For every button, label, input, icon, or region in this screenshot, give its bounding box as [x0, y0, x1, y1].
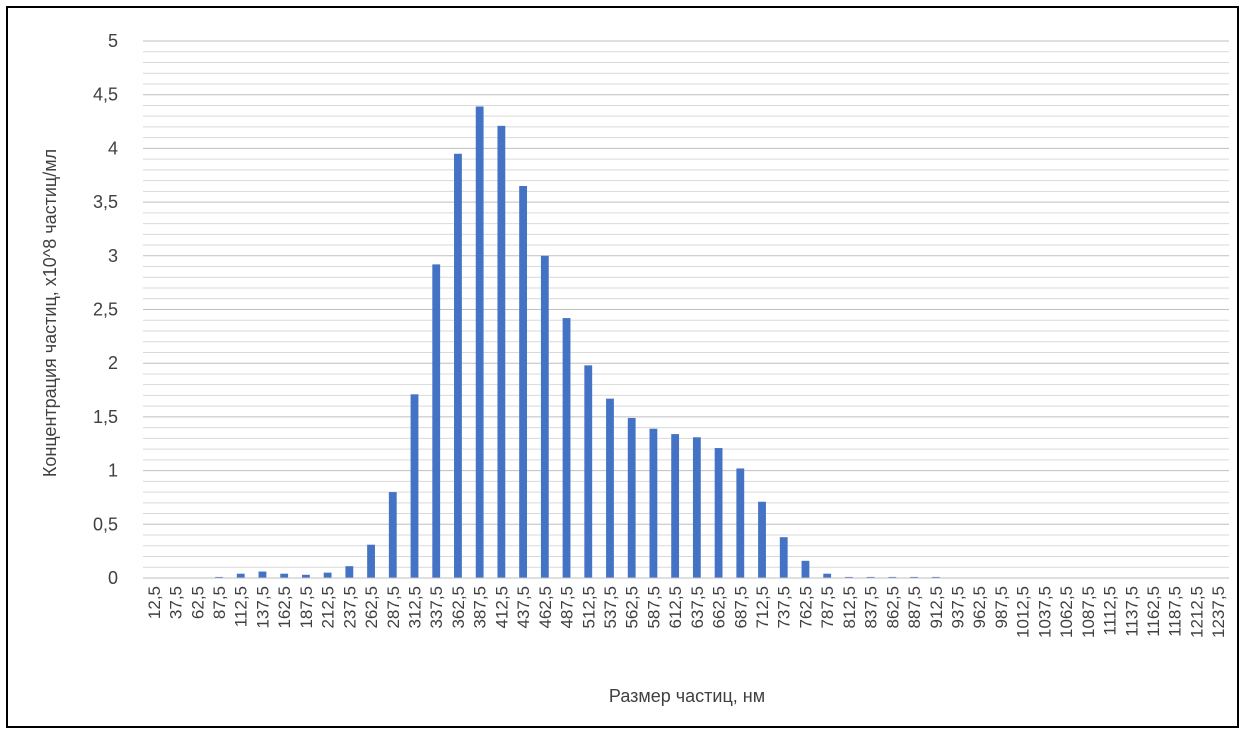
x-tick-label: 137,5: [253, 586, 272, 629]
x-tick-label: 712,5: [753, 586, 772, 629]
bar: [671, 434, 679, 578]
x-tick-label: 937,5: [949, 586, 968, 629]
x-tick-label: 512,5: [579, 586, 598, 629]
x-tick-label: 37,5: [167, 586, 186, 619]
bar: [802, 561, 810, 578]
bar: [606, 399, 614, 578]
x-tick-label: 562,5: [623, 586, 642, 629]
bar: [411, 394, 419, 578]
bar: [259, 572, 267, 578]
x-tick-label: 62,5: [188, 586, 207, 619]
x-tick-label: 912,5: [927, 586, 946, 629]
x-tick-label: 1162,5: [1144, 586, 1163, 637]
x-tick-label: 462,5: [536, 586, 555, 629]
bar: [758, 502, 766, 578]
y-tick-label: 0: [108, 568, 118, 588]
bar: [736, 468, 744, 578]
bar-chart: 00,511,522,533,544,55 12,5 37,5 62,5 87,5 11…: [8, 8, 1237, 726]
bar: [780, 537, 788, 578]
x-tick-label: 662,5: [710, 586, 729, 629]
y-tick-label: 4,5: [93, 85, 118, 105]
x-tick-label: 12,5: [145, 586, 164, 619]
x-tick-label: 1087,5: [1079, 586, 1098, 638]
x-tick-label: 312,5: [406, 586, 425, 629]
x-tick-label: 1237,5: [1209, 586, 1228, 638]
x-tick-label: 187,5: [297, 586, 316, 629]
x-tick-label: 237,5: [340, 586, 359, 629]
x-tick-label: 487,5: [558, 586, 577, 629]
x-axis-title: Размер частиц, нм: [609, 686, 765, 706]
bar: [693, 437, 701, 578]
x-tick-label: 412,5: [492, 586, 511, 629]
y-tick-label: 2,5: [93, 300, 118, 320]
bar: [823, 574, 831, 578]
x-tick-label: 262,5: [362, 586, 381, 629]
bar: [432, 264, 440, 578]
x-tick-label: 987,5: [992, 586, 1011, 629]
y-tick-label: 3: [108, 246, 118, 266]
bar: [584, 365, 592, 578]
x-tick-label: 612,5: [666, 586, 685, 629]
x-tick-label: 437,5: [514, 586, 533, 629]
x-tick-label: 337,5: [427, 586, 446, 629]
y-axis-title: Концентрация частиц, x10^8 частиц/мл: [40, 149, 60, 477]
x-axis-tick-labels: 12,5 37,5 62,5 87,5 112,5 137,5 162,5 187,5 212,…: [145, 586, 1228, 638]
bar: [237, 574, 245, 578]
y-tick-label: 1: [108, 461, 118, 481]
x-tick-label: 1012,5: [1014, 586, 1033, 638]
x-tick-label: 1212,5: [1187, 586, 1206, 638]
bar: [650, 429, 658, 578]
bar: [389, 492, 397, 578]
x-tick-label: 812,5: [840, 586, 859, 629]
x-tick-label: 637,5: [688, 586, 707, 629]
y-tick-label: 4: [108, 138, 118, 158]
x-tick-label: 1112,5: [1101, 586, 1120, 635]
x-tick-label: 587,5: [644, 586, 663, 629]
bar: [497, 126, 505, 578]
bar: [563, 318, 571, 578]
x-tick-label: 87,5: [210, 586, 229, 619]
bar: [280, 574, 288, 578]
x-tick-label: 162,5: [275, 586, 294, 629]
gridlines: [143, 41, 1229, 567]
x-tick-label: 537,5: [601, 586, 620, 629]
x-tick-label: 862,5: [883, 586, 902, 629]
bar: [715, 448, 723, 578]
x-tick-label: 362,5: [449, 586, 468, 629]
x-tick-label: 112,5: [232, 586, 251, 627]
bars: [215, 107, 940, 578]
y-tick-label: 1,5: [93, 407, 118, 427]
x-tick-label: 787,5: [818, 586, 837, 629]
bar: [454, 154, 462, 578]
y-tick-label: 0,5: [93, 514, 118, 534]
x-tick-label: 1062,5: [1057, 586, 1076, 638]
x-tick-label: 737,5: [775, 586, 794, 629]
x-tick-label: 1037,5: [1035, 586, 1054, 638]
bar: [367, 545, 375, 578]
x-tick-label: 687,5: [731, 586, 750, 629]
x-tick-label: 212,5: [319, 586, 338, 629]
bar: [476, 107, 484, 578]
x-tick-label: 387,5: [471, 586, 490, 629]
x-tick-label: 1137,5: [1122, 586, 1141, 637]
bar: [519, 186, 527, 578]
x-tick-label: 837,5: [862, 586, 881, 629]
y-tick-label: 2: [108, 353, 118, 373]
bar: [541, 256, 549, 578]
bar: [345, 566, 353, 578]
x-tick-label: 762,5: [796, 586, 815, 629]
bar: [324, 573, 332, 578]
x-tick-label: 887,5: [905, 586, 924, 629]
y-tick-label: 3,5: [93, 192, 118, 212]
bar: [628, 418, 636, 578]
x-tick-label: 287,5: [384, 586, 403, 629]
y-tick-label: 5: [108, 31, 118, 51]
x-tick-label: 1187,5: [1166, 586, 1185, 637]
y-axis-tick-labels: 0 0,5 1 1,5 2 2,5 3 3,5 4 4,5 5: [93, 31, 118, 588]
chart-frame: 0 0,5 1 1,5 2 2,5 3 3,5 4 4,5 5 12,5 37,5 62,5 87,5 11…: [6, 6, 1239, 728]
x-tick-label: 962,5: [970, 586, 989, 629]
